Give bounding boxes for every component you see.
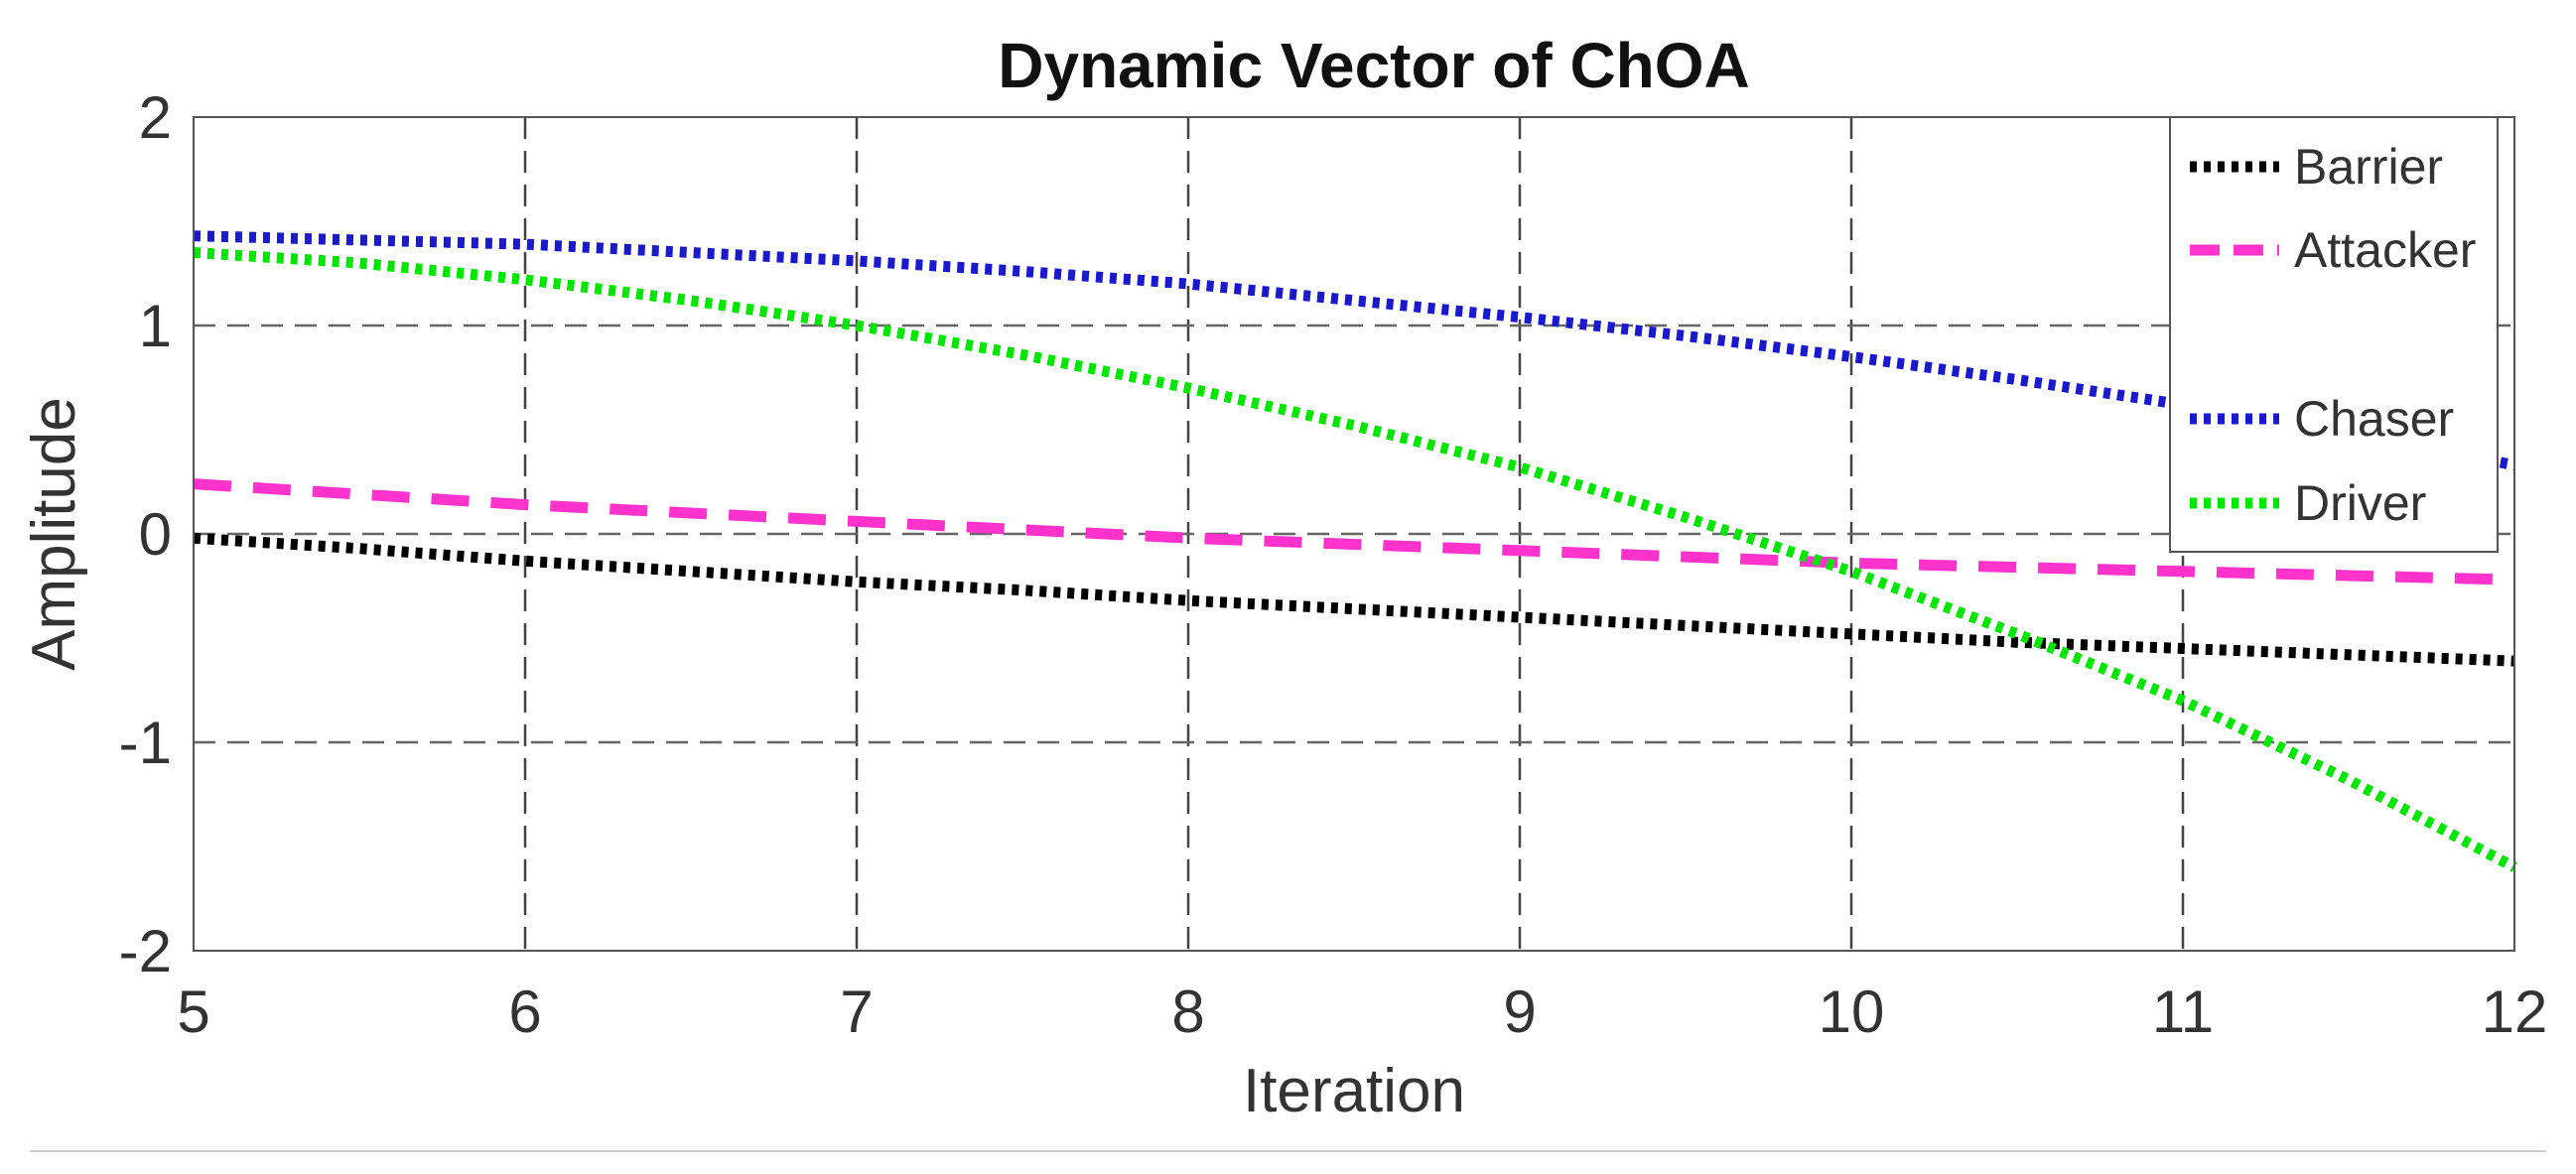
series-line-barrier xyxy=(193,532,2515,667)
y-tick-label: -2 xyxy=(119,918,172,984)
y-tick-label: -1 xyxy=(119,710,172,776)
x-tick-label: 5 xyxy=(177,978,209,1045)
series-line-attacker xyxy=(193,478,2515,586)
chart-title: Dynamic Vector of ChOA xyxy=(998,30,1750,101)
x-tick-label: 10 xyxy=(1819,978,1885,1045)
series-line-chaser xyxy=(193,230,2516,471)
x-tick-label: 11 xyxy=(2152,978,2214,1045)
legend-label-attacker: Attacker xyxy=(2294,222,2476,278)
x-tick-label: 7 xyxy=(840,978,873,1045)
x-tick-label: 12 xyxy=(2482,978,2548,1045)
x-tick-label: 8 xyxy=(1171,978,1204,1045)
series-lines xyxy=(193,230,2517,872)
y-axis-title: Amplitude xyxy=(20,397,88,671)
plot-frame xyxy=(193,116,2515,952)
y-tick-label: 0 xyxy=(139,501,172,568)
y-tick-label: 2 xyxy=(139,84,172,151)
legend-items: Barrier Attacker Chaser Driver xyxy=(2190,139,2476,531)
legend-label-chaser: Chaser xyxy=(2294,391,2454,447)
legend-box xyxy=(2169,116,2499,553)
x-axis-title: Iteration xyxy=(1243,1057,1465,1125)
y-tick-label: 1 xyxy=(139,293,172,359)
legend: Barrier Attacker Chaser Driver xyxy=(2169,116,2499,553)
legend-label-driver: Driver xyxy=(2294,475,2426,531)
x-tick-label: 9 xyxy=(1503,978,1536,1045)
series-line-driver xyxy=(193,247,2517,872)
legend-label-barrier: Barrier xyxy=(2294,139,2443,195)
x-tick-label: 6 xyxy=(508,978,541,1045)
